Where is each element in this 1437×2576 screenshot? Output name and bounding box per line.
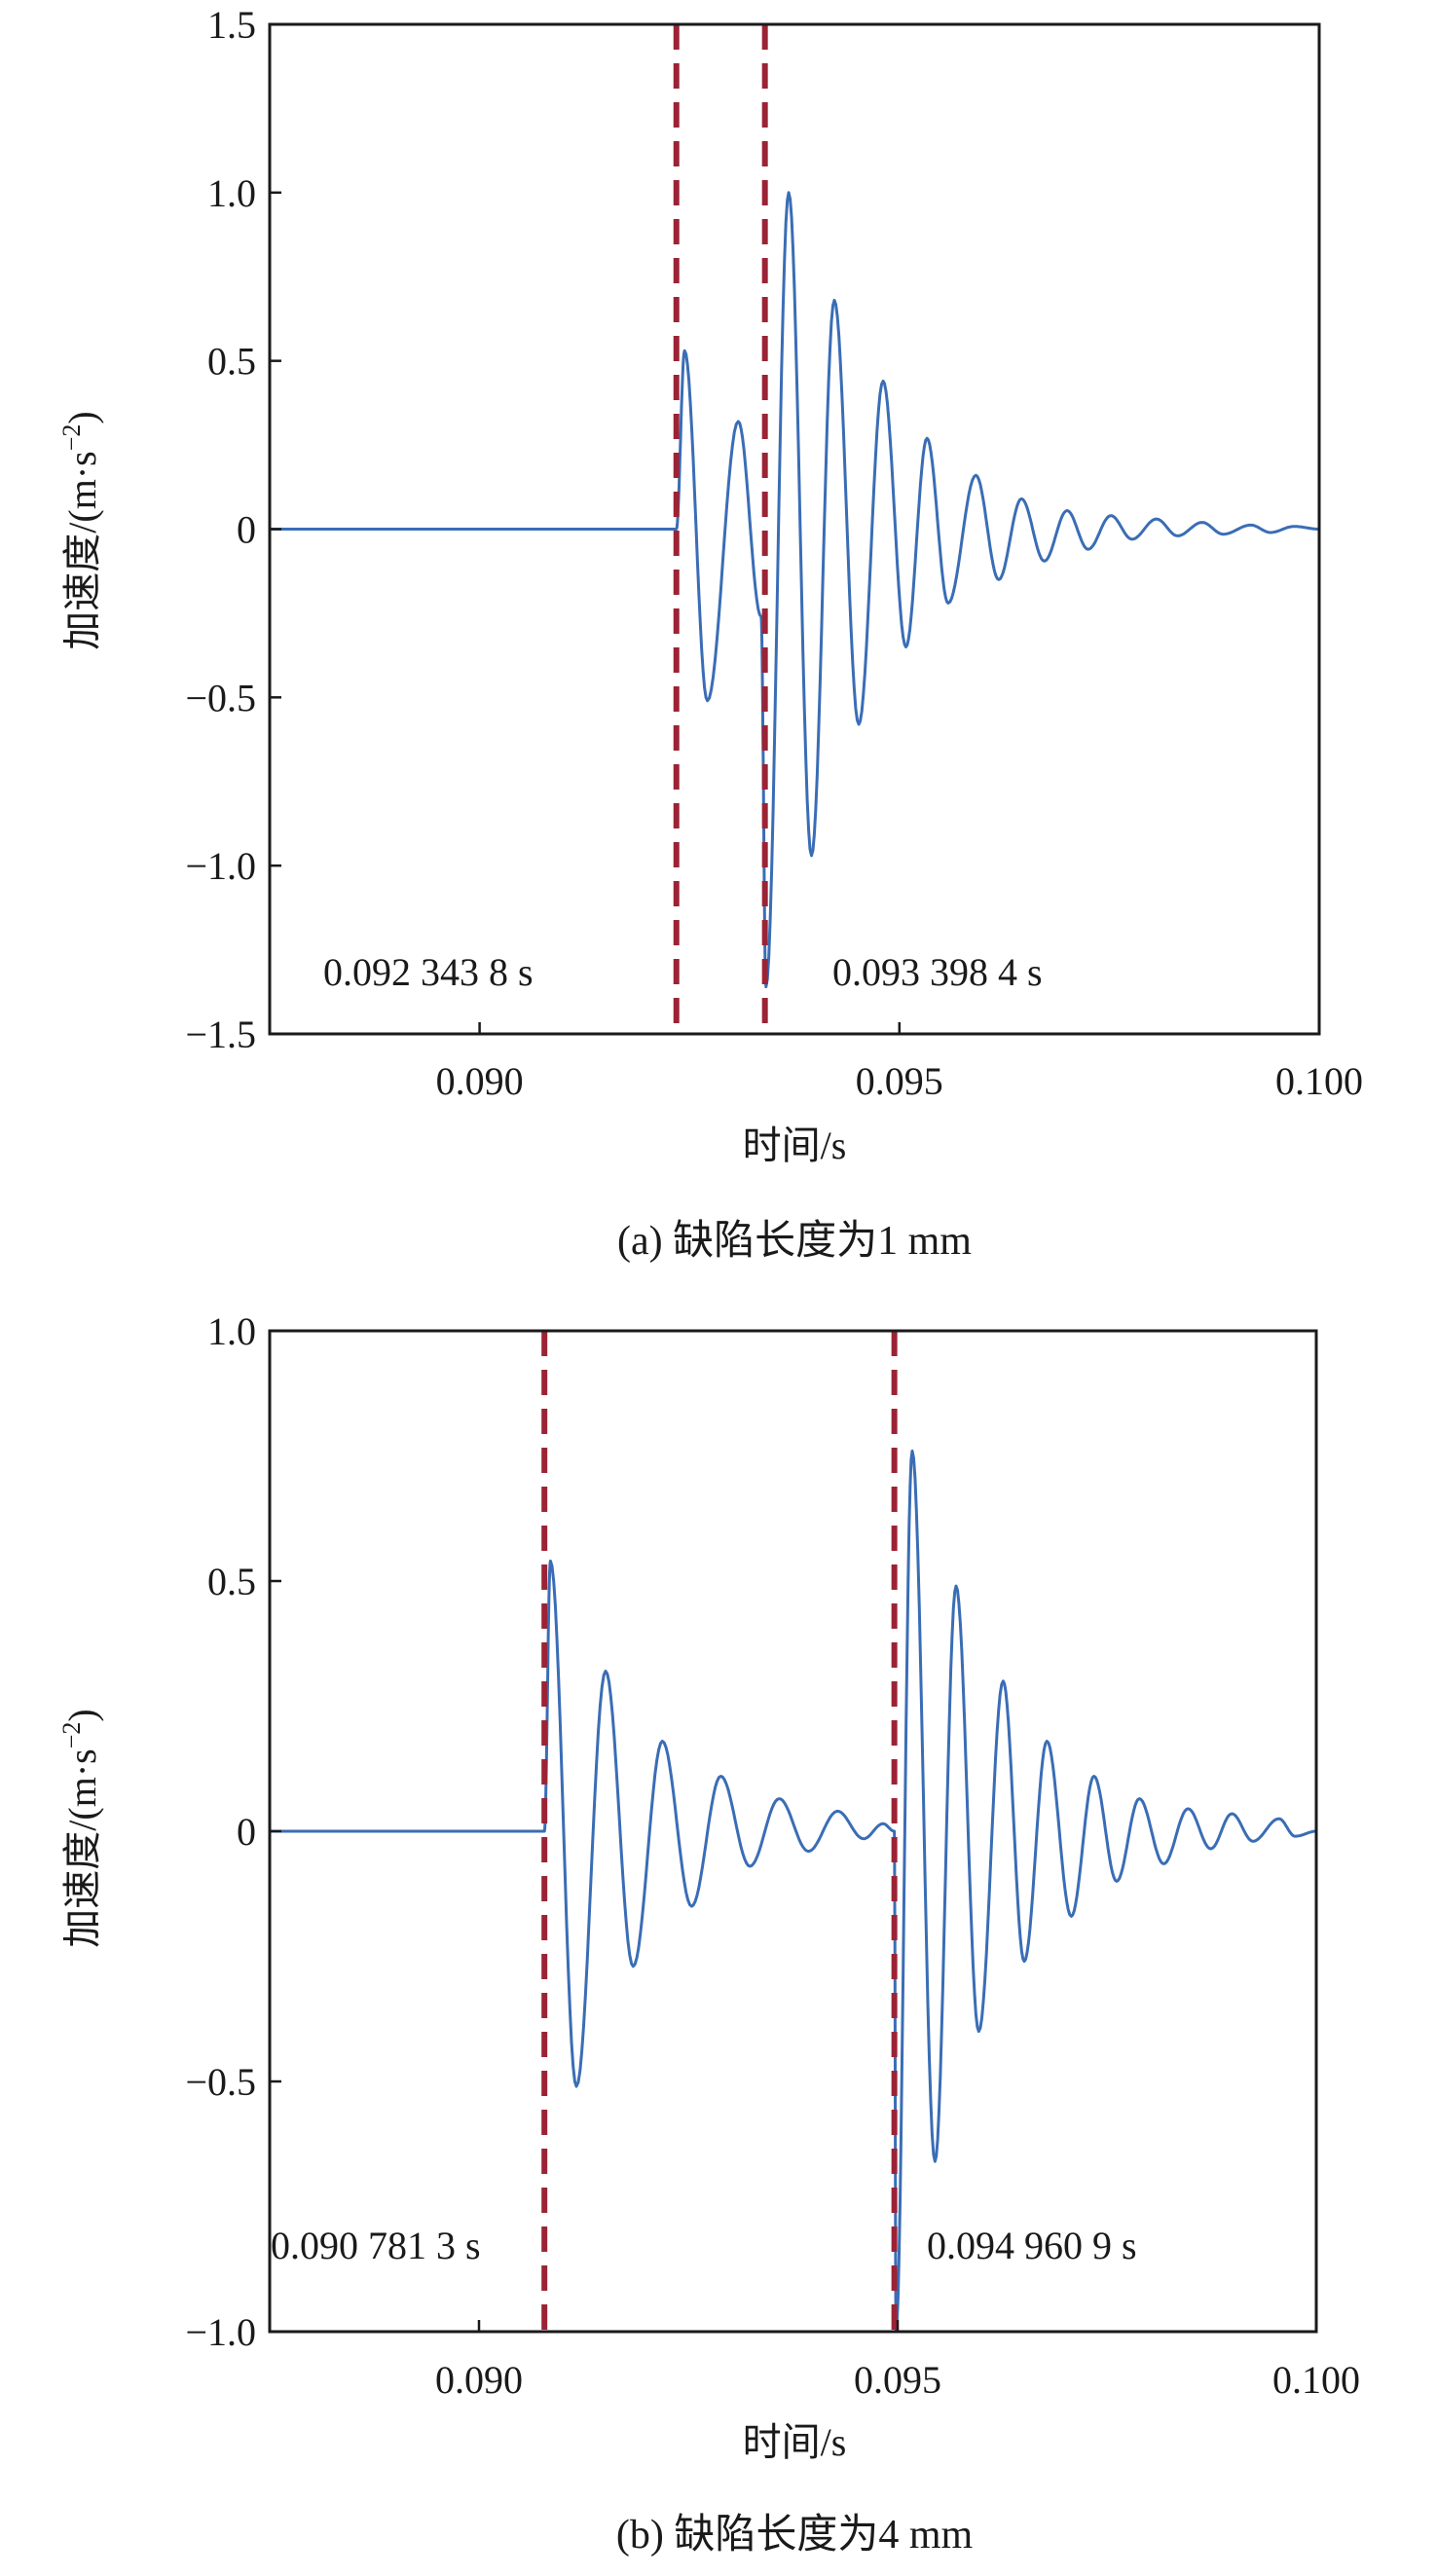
y-tick-label: −1.5 (185, 1012, 256, 1056)
y-tick-label: −1.0 (185, 2310, 256, 2354)
y-tick-label: −1.0 (185, 844, 256, 888)
marker-label-first: 0.092 343 8 s (323, 950, 534, 994)
x-tick-label: 0.090 (436, 1059, 524, 1103)
signal-line (270, 191, 1319, 989)
y-tick-label: −0.5 (185, 676, 256, 719)
marker-label-first: 0.090 781 3 s (271, 2224, 481, 2267)
y-tick-label: 0 (237, 1810, 256, 1854)
caption: (b) 缺陷长度为4 mm (616, 2513, 974, 2558)
x-tick-label: 0.090 (435, 2358, 523, 2402)
x-axis-label: 时间/s (743, 1123, 847, 1167)
caption: (a) 缺陷长度为1 mm (617, 1219, 972, 1264)
marker-label-second: 0.094 960 9 s (927, 2224, 1137, 2267)
y-tick-label: 0.5 (207, 1560, 256, 1603)
x-tick-label: 0.100 (1272, 2358, 1360, 2402)
marker-label-second: 0.093 398 4 s (832, 950, 1043, 994)
y-axis-label: 加速度/(m·s−2) (57, 411, 104, 649)
y-axis-label: 加速度/(m·s−2) (57, 1709, 104, 1947)
chart-panel-a: 时间/s (a) 缺陷长度为1 mm 加速度/(m·s−2) 0.092 343… (57, 3, 1363, 1264)
x-tick-label: 0.100 (1275, 1059, 1363, 1103)
x-tick-label: 0.095 (854, 2358, 941, 2402)
x-tick-label: 0.095 (856, 1059, 943, 1103)
y-tick-label: 0.5 (207, 340, 256, 384)
signal-line (270, 1449, 1317, 2334)
y-tick-label: 1.5 (207, 3, 256, 47)
y-tick-label: 0 (237, 508, 256, 552)
y-tick-label: 1.0 (207, 1309, 256, 1353)
y-tick-label: 1.0 (207, 171, 256, 215)
chart-panel-b: 时间/s (b) 缺陷长度为4 mm 加速度/(m·s−2) 0.090 781… (57, 1309, 1360, 2558)
x-axis-label: 时间/s (743, 2420, 847, 2464)
y-tick-label: −0.5 (185, 2060, 256, 2104)
